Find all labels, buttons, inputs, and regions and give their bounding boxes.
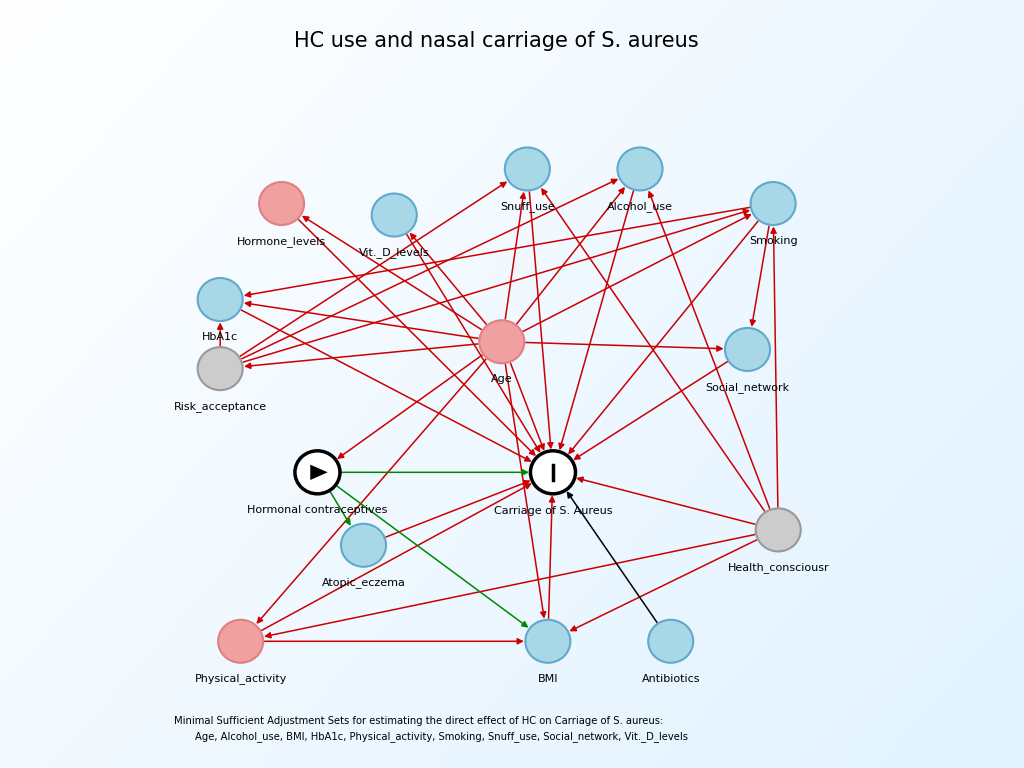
Text: Health_consciousr: Health_consciousr xyxy=(727,562,829,573)
Text: Physical_activity: Physical_activity xyxy=(195,674,287,684)
Text: BMI: BMI xyxy=(538,674,558,684)
Text: Hormone_levels: Hormone_levels xyxy=(237,236,327,247)
Text: Smoking: Smoking xyxy=(749,236,798,246)
Text: Antibiotics: Antibiotics xyxy=(641,674,700,684)
Text: Age: Age xyxy=(490,374,513,384)
Ellipse shape xyxy=(295,451,340,494)
Ellipse shape xyxy=(725,328,770,371)
Text: Age, Alcohol_use, BMI, HbA1c, Physical_activity, Smoking, Snuff_use, Social_netw: Age, Alcohol_use, BMI, HbA1c, Physical_a… xyxy=(195,731,687,742)
Ellipse shape xyxy=(617,147,663,190)
Ellipse shape xyxy=(198,278,243,321)
Ellipse shape xyxy=(648,620,693,663)
Ellipse shape xyxy=(505,147,550,190)
Text: Snuff_use: Snuff_use xyxy=(500,201,555,212)
Ellipse shape xyxy=(198,347,243,390)
Ellipse shape xyxy=(341,524,386,567)
Text: Hormonal contraceptives: Hormonal contraceptives xyxy=(247,505,388,515)
Ellipse shape xyxy=(751,182,796,225)
Text: Social_network: Social_network xyxy=(706,382,790,392)
Text: Carriage of S. Aureus: Carriage of S. Aureus xyxy=(494,506,612,516)
Text: HbA1c: HbA1c xyxy=(202,332,239,342)
Text: Risk_acceptance: Risk_acceptance xyxy=(174,401,266,412)
Ellipse shape xyxy=(218,620,263,663)
Ellipse shape xyxy=(525,620,570,663)
Text: HC use and nasal carriage of S. aureus: HC use and nasal carriage of S. aureus xyxy=(294,31,699,51)
Ellipse shape xyxy=(530,451,575,494)
Text: Vit._D_levels: Vit._D_levels xyxy=(359,247,429,258)
Ellipse shape xyxy=(756,508,801,551)
Ellipse shape xyxy=(372,194,417,237)
Text: Alcohol_use: Alcohol_use xyxy=(607,201,673,212)
Ellipse shape xyxy=(259,182,304,225)
Text: Minimal Sufficient Adjustment Sets for estimating the direct effect of HC on Car: Minimal Sufficient Adjustment Sets for e… xyxy=(174,716,664,726)
Ellipse shape xyxy=(479,320,524,363)
Text: Atopic_eczema: Atopic_eczema xyxy=(322,578,406,588)
Polygon shape xyxy=(310,465,328,480)
